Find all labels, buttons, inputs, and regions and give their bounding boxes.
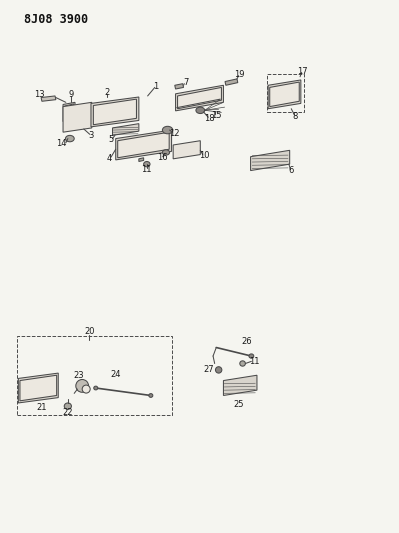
Polygon shape <box>118 132 169 158</box>
Text: 16: 16 <box>157 154 167 162</box>
Ellipse shape <box>149 393 153 398</box>
Polygon shape <box>41 96 56 101</box>
Text: 8: 8 <box>292 112 298 120</box>
Polygon shape <box>223 375 257 395</box>
Text: 21: 21 <box>36 403 47 411</box>
Polygon shape <box>175 84 184 89</box>
Text: 18: 18 <box>204 114 214 123</box>
Polygon shape <box>65 104 74 120</box>
Ellipse shape <box>94 386 98 390</box>
Ellipse shape <box>249 354 254 358</box>
Bar <box>267 74 304 112</box>
Text: 6: 6 <box>288 166 294 175</box>
Text: 20: 20 <box>84 327 95 336</box>
Ellipse shape <box>82 385 90 393</box>
Text: 22: 22 <box>63 408 73 417</box>
Bar <box>17 336 172 415</box>
Text: 11: 11 <box>249 357 260 366</box>
Text: 12: 12 <box>170 129 180 138</box>
Ellipse shape <box>196 107 205 114</box>
Polygon shape <box>139 158 144 161</box>
Polygon shape <box>91 97 139 127</box>
Ellipse shape <box>65 135 74 142</box>
Text: 15: 15 <box>211 111 221 119</box>
Polygon shape <box>20 375 57 401</box>
Ellipse shape <box>144 161 150 167</box>
Text: 8J08 3900: 8J08 3900 <box>24 13 88 26</box>
Polygon shape <box>270 82 299 107</box>
Text: 4: 4 <box>107 154 112 163</box>
Polygon shape <box>173 141 200 159</box>
Text: 5: 5 <box>108 135 114 144</box>
Polygon shape <box>268 80 301 109</box>
Ellipse shape <box>162 126 173 134</box>
Text: 13: 13 <box>34 91 44 99</box>
Polygon shape <box>113 124 139 135</box>
Ellipse shape <box>162 150 170 155</box>
Text: 17: 17 <box>297 67 308 76</box>
Text: 3: 3 <box>88 131 94 140</box>
Text: 19: 19 <box>234 70 245 79</box>
Text: 2: 2 <box>104 88 110 97</box>
Text: 1: 1 <box>153 82 158 91</box>
Polygon shape <box>178 87 221 109</box>
Text: 25: 25 <box>233 400 244 408</box>
Ellipse shape <box>215 367 222 373</box>
Ellipse shape <box>76 379 89 392</box>
Ellipse shape <box>240 361 245 366</box>
Text: 9: 9 <box>68 91 74 99</box>
Ellipse shape <box>64 403 71 409</box>
Text: 11: 11 <box>142 165 152 174</box>
Polygon shape <box>116 130 172 160</box>
Text: 7: 7 <box>183 78 189 87</box>
Text: 26: 26 <box>241 337 252 345</box>
Text: 10: 10 <box>199 151 209 160</box>
Polygon shape <box>93 99 136 125</box>
Text: 27: 27 <box>203 366 213 374</box>
Polygon shape <box>63 102 75 122</box>
Polygon shape <box>251 150 290 171</box>
Polygon shape <box>176 85 223 111</box>
Polygon shape <box>63 102 92 132</box>
Polygon shape <box>225 79 238 85</box>
Text: 24: 24 <box>111 370 121 378</box>
Text: 14: 14 <box>56 140 67 148</box>
Polygon shape <box>18 373 58 403</box>
Text: 23: 23 <box>73 371 83 379</box>
